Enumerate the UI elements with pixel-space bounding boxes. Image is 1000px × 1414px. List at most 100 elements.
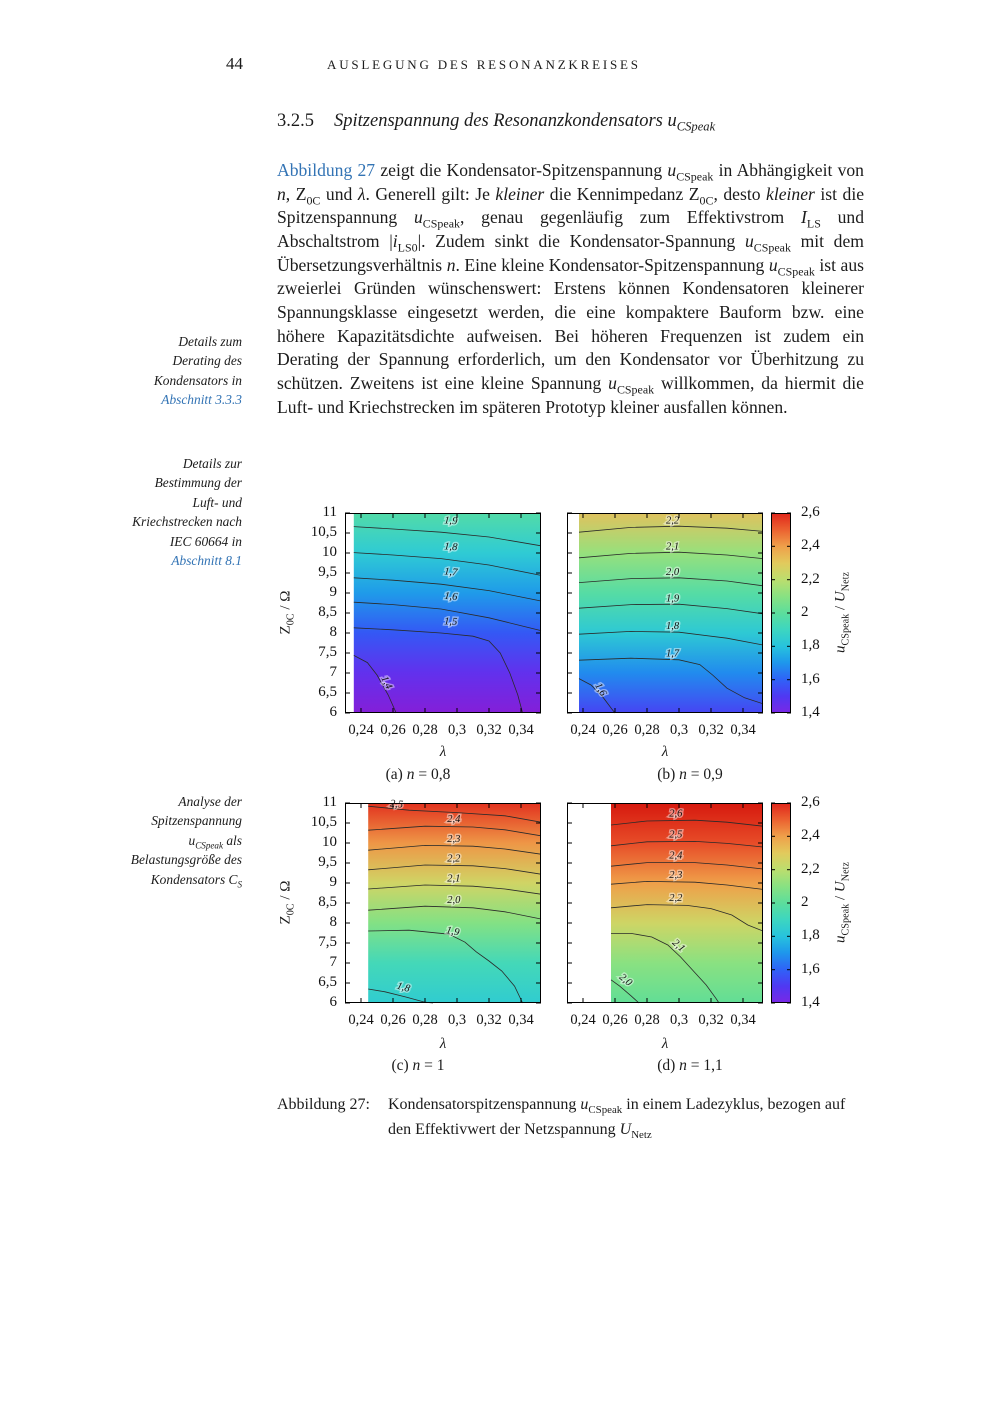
y-axis-tick-label: 7: [329, 954, 338, 970]
subcaption-a: (a) n = 0,8: [385, 766, 451, 783]
x-axis-tick-label: 0,32: [698, 1012, 724, 1028]
contour-line: [353, 552, 542, 576]
contour-plot-svg: 2,22,12,01,91,81,71,6: [567, 512, 764, 714]
contour-line: [578, 678, 616, 714]
figure-caption-text: Kondensatorspitzenspannung uCSpeak in ei…: [388, 1096, 846, 1141]
x-axis-tick-label: 0,26: [602, 722, 628, 738]
body-paragraph: Abbildung 27 zeigt die Kondensator-Spitz…: [277, 160, 865, 417]
contour-label: 2,1: [447, 873, 460, 884]
contour-plot-d: 2,6 2,5 2,4 2,3 2,2 2,1 2,0 0,24 0,26 0,28 0,3 0,32…: [567, 802, 764, 1028]
contour-label: 1,5: [444, 616, 458, 628]
contour-label: 1,8: [444, 541, 459, 553]
contour-label: 2,4: [669, 851, 683, 862]
x-axis-tick-label: 0,34: [730, 722, 756, 738]
y-axis-tick-label: 10,5: [310, 524, 337, 540]
cross-reference-link[interactable]: Abbildung 27: [277, 160, 376, 180]
margin-note-analyse: Analyse der Spitzenspannung uCSpeak als Bel…: [130, 794, 242, 890]
x-axis-tick-label: 0,24: [570, 1012, 596, 1028]
colorbar-tick-label: 1,6: [801, 961, 820, 977]
x-axis-tick-label: 0,34: [508, 722, 534, 738]
contour-label: 2,1: [666, 541, 679, 552]
contour-line: [368, 825, 542, 837]
colorbar-tick-label: 2,6: [801, 504, 820, 520]
x-axis-tick-label: 0,3: [447, 1012, 467, 1028]
y-axis-tick-label: 6,5: [318, 974, 337, 990]
colorbar-gradient: [771, 512, 791, 714]
heatmap-area: [368, 803, 541, 1003]
contour-label: 1,8: [666, 621, 680, 632]
cross-reference-link[interactable]: Abschnitt 8.1: [171, 553, 242, 569]
contour-line: [610, 904, 764, 932]
contour-line: [368, 905, 542, 920]
contour-label: 2,3: [669, 870, 682, 881]
x-axis-tick-label: 0,32: [698, 722, 724, 738]
x-axis-tick-label: 0,3: [447, 722, 467, 738]
contour-line: [353, 601, 542, 631]
contour-line: [353, 577, 542, 602]
contour-label: 1,9: [445, 925, 461, 939]
colorbar-gradient: [771, 802, 791, 1004]
contour-plot-svg: 2,62,52,42,32,22,12,0: [567, 802, 764, 1004]
contour-line: [578, 577, 764, 587]
y-axis-tick-label: 6,5: [318, 684, 337, 700]
contour-line: [353, 526, 542, 547]
contour-label: 2,2: [666, 515, 680, 526]
contour-line: [610, 819, 764, 827]
contour-line: [368, 844, 542, 855]
y-axis-tick-label: 10: [322, 544, 337, 560]
page-number: 44: [226, 54, 243, 73]
contour-label: 2,2: [669, 893, 683, 904]
colorbar-tick-label: 2,6: [801, 794, 820, 810]
contour-line: [610, 880, 764, 890]
section-title: Spitzenspannung des Resonanzkondensators…: [334, 111, 716, 134]
colorbar-tick-label: 2,4: [801, 537, 820, 553]
contour-label: 2,5: [669, 829, 682, 840]
colorbar-bottom: 2,6 2,4 2,2 2 1,8 1,6 1,4: [771, 794, 861, 1010]
contour-line: [578, 525, 764, 533]
contour-label: 2,2: [447, 853, 461, 864]
y-axis-tick-label: 9,5: [318, 564, 337, 580]
contour-plot-c: 2,5 2,4 2,3 2,2 2,1 2,0 1,9 1,8 0,24 0,26 0,28 0,3 0…: [311, 794, 542, 1028]
contour-label: 2,0: [666, 567, 680, 578]
contour-label: 2,4: [447, 814, 461, 825]
figure-caption-label: Abbildung 27:: [277, 1096, 370, 1113]
contour-line: [611, 933, 720, 1004]
contour-label: 1,6: [444, 591, 459, 603]
subcaption-b: (b) n = 0,9: [657, 766, 723, 783]
x-axis-label-a: λ: [439, 744, 447, 760]
y-axis-tick-label: 8: [329, 914, 338, 930]
contour-label: 2,6: [669, 809, 683, 820]
contour-plot-a: 1,9 1,8 1,7 1,6 1,5 1,4 0,24 0,26 0,28 0,3 0,32 0,3…: [311, 504, 542, 738]
y-axis-tick-label: 8,5: [318, 894, 337, 910]
colorbar-tick-label: 2: [801, 604, 809, 620]
colorbar-tick-label: 1,6: [801, 671, 820, 687]
y-axis-tick-label: 7,5: [318, 644, 337, 660]
contour-line: [578, 630, 764, 646]
contour-line: [578, 657, 764, 705]
contour-plot-svg: 2,52,42,32,22,12,01,91,8: [345, 797, 542, 1004]
colorbar-top: 2,6 2,4 2,2 2 1,8 1,6 1,4: [771, 504, 861, 720]
x-axis-tick-label: 0,26: [380, 1012, 406, 1028]
colorbar-tick-label: 2,4: [801, 827, 820, 843]
x-axis-label-c: λ: [439, 1036, 447, 1052]
colorbar-tick-label: 2,2: [801, 571, 820, 587]
y-axis-tick-label: 7: [329, 664, 338, 680]
subcaption-c: (c) n = 1: [391, 1057, 445, 1074]
contour-label: 1,9: [444, 515, 459, 527]
margin-note-iec60664: Details zur Bestimmung der Luft- und Kriech…: [132, 456, 242, 569]
x-axis-tick-label: 0,24: [348, 722, 374, 738]
contour-line: [610, 979, 640, 1004]
cross-reference-link[interactable]: Abschnitt 3.3.3: [161, 392, 242, 408]
contour-plot-svg: 1,91,81,71,61,51,4: [345, 512, 542, 714]
contour-plot-b: 2,2 2,1 2,0 1,9 1,8 1,7 1,6 0,24 0,26 0,28 0,3 0,32…: [567, 512, 764, 738]
contour-label: 1,7: [666, 649, 680, 660]
colorbar-tick-label: 1,4: [801, 994, 820, 1010]
y-axis-tick-label: 11: [322, 794, 337, 810]
x-axis-tick-label: 0,32: [476, 1012, 502, 1028]
y-axis-label-top: Z0C / Ω: [277, 590, 297, 635]
y-axis-tick-label: 10,5: [310, 814, 337, 830]
heatmap-area: [353, 513, 541, 713]
colorbar-tick-label: 1,4: [801, 704, 820, 720]
figure-caption: Abbildung 27: Kondensatorspitzenspannung…: [277, 1093, 861, 1142]
